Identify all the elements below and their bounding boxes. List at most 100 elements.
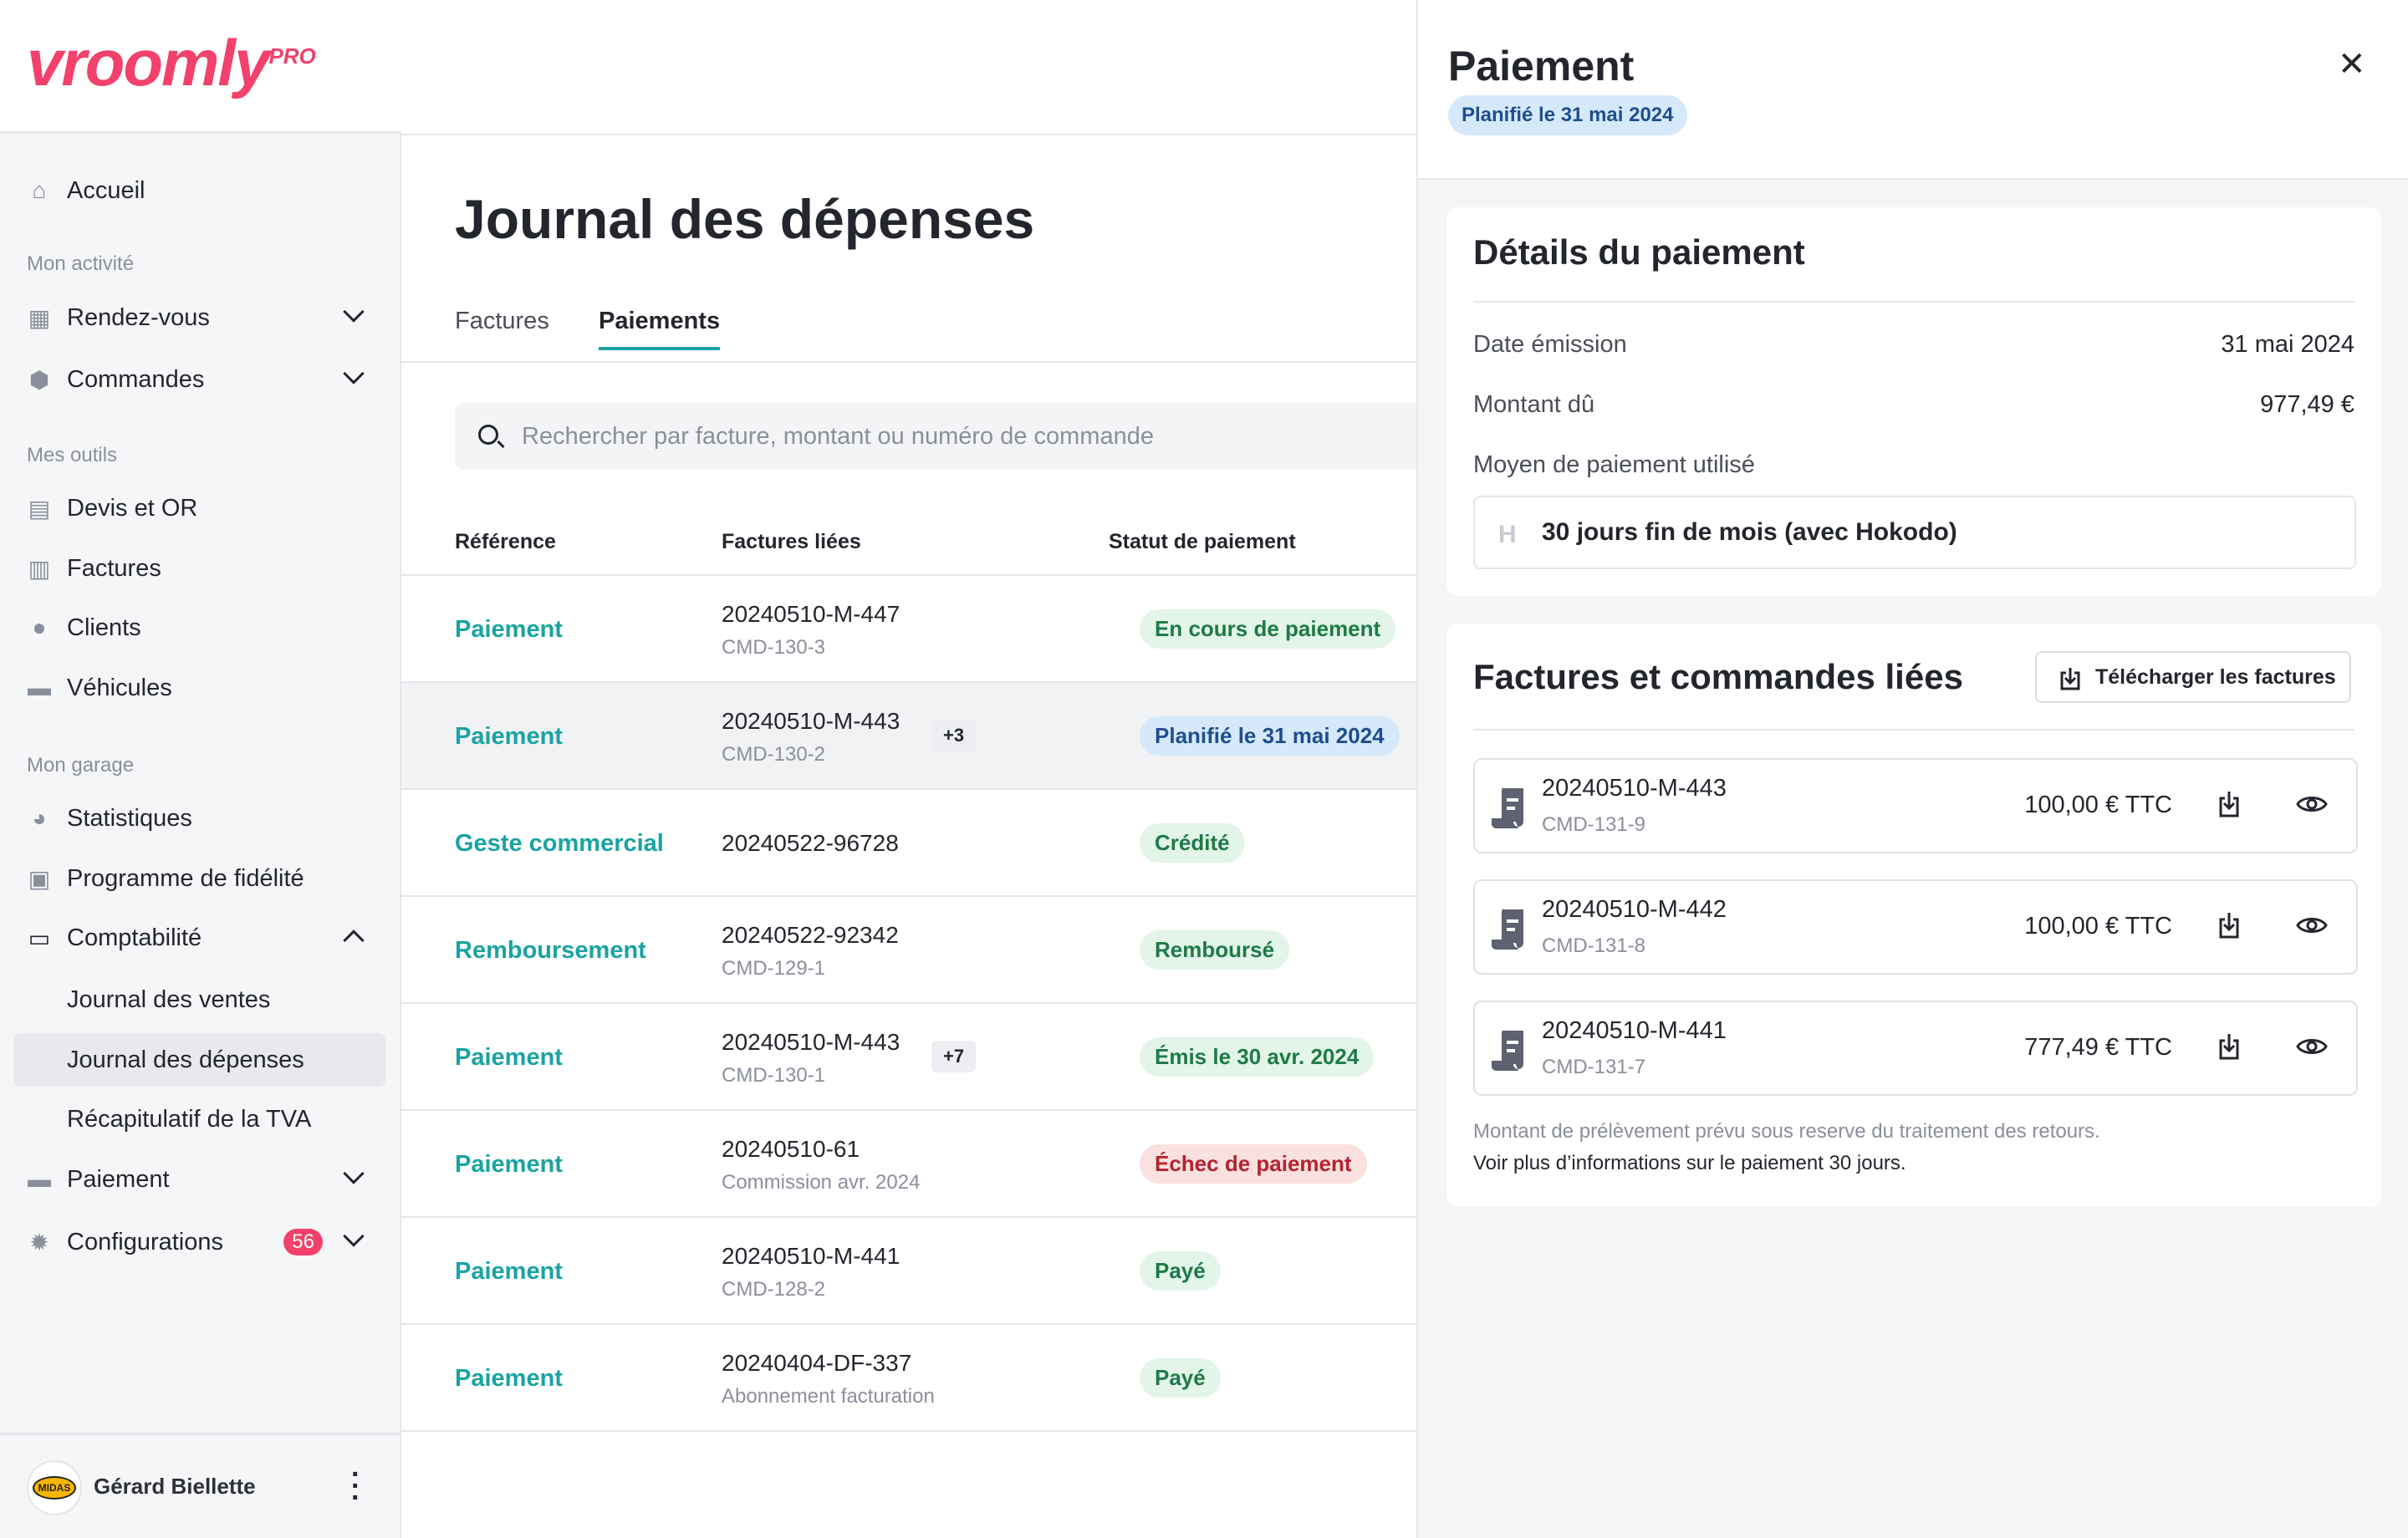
- download-icon[interactable]: [2217, 790, 2241, 822]
- card-icon: ▬: [28, 1166, 51, 1192]
- home-icon: ⌂: [32, 177, 47, 203]
- sidebar-item-statistiques[interactable]: ◕ Statistiques: [27, 793, 378, 843]
- invoice-item: 20240510-M-442 CMD-131-8 100,00 € TTC: [1473, 879, 2358, 975]
- logo-pro: PRO: [268, 43, 316, 69]
- status-badge: Payé: [1140, 1358, 1221, 1398]
- chevron-down-icon[interactable]: [343, 1225, 365, 1247]
- payment-method-field: H 30 jours fin de mois (avec Hokodo): [1473, 496, 2356, 569]
- sidebar-item-label: Commandes: [67, 365, 205, 393]
- section-title: Mon garage: [27, 754, 135, 777]
- sidebar-item-factures[interactable]: ▥ Factures: [27, 543, 378, 593]
- tab-paiements[interactable]: Paiements: [599, 308, 721, 350]
- order-number: CMD-131-8: [1542, 935, 1646, 957]
- table-row[interactable]: Paiement 20240510-M-443 CMD-130-2 +3 Planifi…: [401, 681, 1416, 788]
- invoice-number: 20240510-M-443: [1542, 775, 1727, 802]
- receipt-icon: [1490, 908, 1527, 950]
- sidebar: vroomlyPRO ⌂ Accueil Mon activité ▦ Rendez-v…: [0, 0, 401, 1538]
- reference-link[interactable]: Geste commercial: [455, 830, 664, 857]
- reference-link[interactable]: Paiement: [455, 616, 563, 643]
- chevron-up-icon[interactable]: [343, 929, 365, 951]
- linked-invoice: 20240510-M-447: [722, 601, 900, 627]
- linked-order: Commission avr. 2024: [722, 1171, 921, 1194]
- search-placeholder: Rechercher par facture, montant ou numér…: [522, 422, 1155, 450]
- user-footer: MIDAS Gérard Biellette · · ·: [0, 1433, 400, 1538]
- download-icon[interactable]: [2217, 911, 2241, 944]
- sidebar-item-clients[interactable]: ● Clients: [27, 603, 378, 653]
- invoice-amount: 100,00 € TTC: [2024, 792, 2172, 818]
- column-header-statut[interactable]: Statut de paiement: [1109, 530, 1296, 553]
- close-icon[interactable]: ✕: [2338, 46, 2366, 83]
- table-row[interactable]: Paiement 20240510-M-443 CMD-130-1 +7 Émis le…: [401, 1002, 1416, 1109]
- chevron-down-icon[interactable]: [343, 1163, 365, 1184]
- divider: [1473, 301, 2354, 303]
- table-row[interactable]: Paiement 20240510-M-447 CMD-130-3 En cours …: [401, 574, 1416, 681]
- linked-order: CMD-130-1: [722, 1064, 826, 1087]
- tab-factures[interactable]: Factures: [455, 308, 549, 334]
- reference-link[interactable]: Paiement: [455, 723, 563, 750]
- invoice-item: 20240510-M-443 CMD-131-9 100,00 € TTC: [1473, 758, 2358, 853]
- sidebar-item-label: Configurations: [67, 1228, 223, 1255]
- search-icon: [478, 425, 498, 445]
- column-header-reference[interactable]: Référence: [455, 530, 556, 553]
- car-icon: ▬: [28, 675, 51, 700]
- table-row[interactable]: Paiement 20240510-61 Commission avr. 2024 É…: [401, 1109, 1416, 1216]
- status-badge: En cours de paiement: [1140, 609, 1396, 649]
- receipt-icon: [1490, 1029, 1527, 1072]
- sidebar-item-accueil[interactable]: ⌂ Accueil: [27, 166, 378, 216]
- main-content: Journal des dépenses Factures Paiements …: [401, 134, 1416, 1538]
- sidebar-item-label: Factures: [67, 554, 161, 582]
- user-icon: ●: [32, 614, 47, 640]
- search-input[interactable]: Rechercher par facture, montant ou numér…: [455, 403, 1416, 470]
- reference-link[interactable]: Paiement: [455, 1151, 563, 1178]
- reference-link[interactable]: Paiement: [455, 1044, 563, 1071]
- folder-icon: ▭: [28, 924, 51, 951]
- tabs-divider: [401, 361, 1416, 363]
- more-invoices-badge[interactable]: +3: [931, 720, 977, 751]
- chevron-down-icon[interactable]: [343, 363, 365, 384]
- sidebar-item-comptabilit-[interactable]: ▭ Comptabilité: [27, 913, 378, 963]
- gear-icon: ✹: [29, 1229, 49, 1255]
- card-title: Factures et commandes liées: [1473, 657, 1963, 696]
- table-row[interactable]: Paiement 20240404-DF-337 Abonnement factur…: [401, 1323, 1416, 1430]
- status-badge: Payé: [1140, 1251, 1221, 1291]
- sidebar-subitem[interactable]: Récapitulatif de la TVA: [67, 1105, 312, 1133]
- sidebar-item-devis-et-or[interactable]: ▤ Devis et OR: [27, 483, 378, 533]
- download-icon[interactable]: [2217, 1032, 2241, 1065]
- linked-invoice: 20240522-96728: [722, 830, 899, 856]
- sidebar-subitem[interactable]: Journal des ventes: [67, 985, 271, 1013]
- table-row[interactable]: Remboursement 20240522-92342 CMD-129-1 Remb…: [401, 895, 1416, 1002]
- column-header-factures[interactable]: Factures liées: [722, 530, 861, 553]
- reference-link[interactable]: Paiement: [455, 1258, 563, 1285]
- sidebar-item-rendez-vous[interactable]: ▦ Rendez-vous: [27, 293, 378, 343]
- table-end-divider: [401, 1430, 1416, 1432]
- sidebar-subitem[interactable]: Journal des dépenses: [13, 1033, 385, 1087]
- sidebar-item-configurations[interactable]: ✹ Configurations 56: [27, 1217, 378, 1267]
- more-invoices-badge[interactable]: +7: [931, 1041, 977, 1072]
- vroomly-logo[interactable]: vroomlyPRO: [27, 25, 316, 101]
- linked-order: CMD-129-1: [722, 957, 826, 980]
- order-number: CMD-131-9: [1542, 813, 1646, 836]
- invoice-number: 20240510-M-441: [1542, 1017, 1727, 1044]
- sidebar-item-paiement[interactable]: ▬ Paiement: [27, 1154, 378, 1204]
- more-info-link[interactable]: Voir plus d’informations sur le paiement…: [1473, 1152, 1906, 1174]
- sidebar-item-v-hicules[interactable]: ▬ Véhicules: [27, 663, 378, 713]
- eye-icon[interactable]: [2296, 793, 2328, 819]
- table-row[interactable]: Paiement 20240510-M-441 CMD-128-2 Payé: [401, 1216, 1416, 1323]
- linked-order: Abonnement facturation: [722, 1385, 935, 1408]
- document-icon: ▤: [28, 495, 51, 522]
- sidebar-item-programme-de-fid-lit-[interactable]: ▣ Programme de fidélité: [27, 853, 378, 904]
- table-row[interactable]: Geste commercial 20240522-96728 Crédité: [401, 788, 1416, 895]
- panel-header: Paiement Planifié le 31 mai 2024 ✕: [1418, 0, 2408, 180]
- chevron-down-icon[interactable]: [343, 301, 365, 323]
- sidebar-item-commandes[interactable]: ⬢ Commandes: [27, 354, 378, 405]
- linked-invoice: 20240510-M-443: [722, 708, 900, 734]
- more-options-icon[interactable]: · · ·: [351, 1459, 361, 1514]
- invoice-number: 20240510-M-442: [1542, 896, 1727, 923]
- eye-icon[interactable]: [2296, 1036, 2328, 1062]
- eye-icon[interactable]: [2296, 914, 2328, 940]
- reference-link[interactable]: Remboursement: [455, 937, 646, 964]
- divider: [1473, 729, 2354, 731]
- reference-link[interactable]: Paiement: [455, 1365, 563, 1392]
- avatar: MIDAS: [27, 1460, 82, 1515]
- download-invoices-button[interactable]: Télécharger les factures: [2035, 651, 2351, 703]
